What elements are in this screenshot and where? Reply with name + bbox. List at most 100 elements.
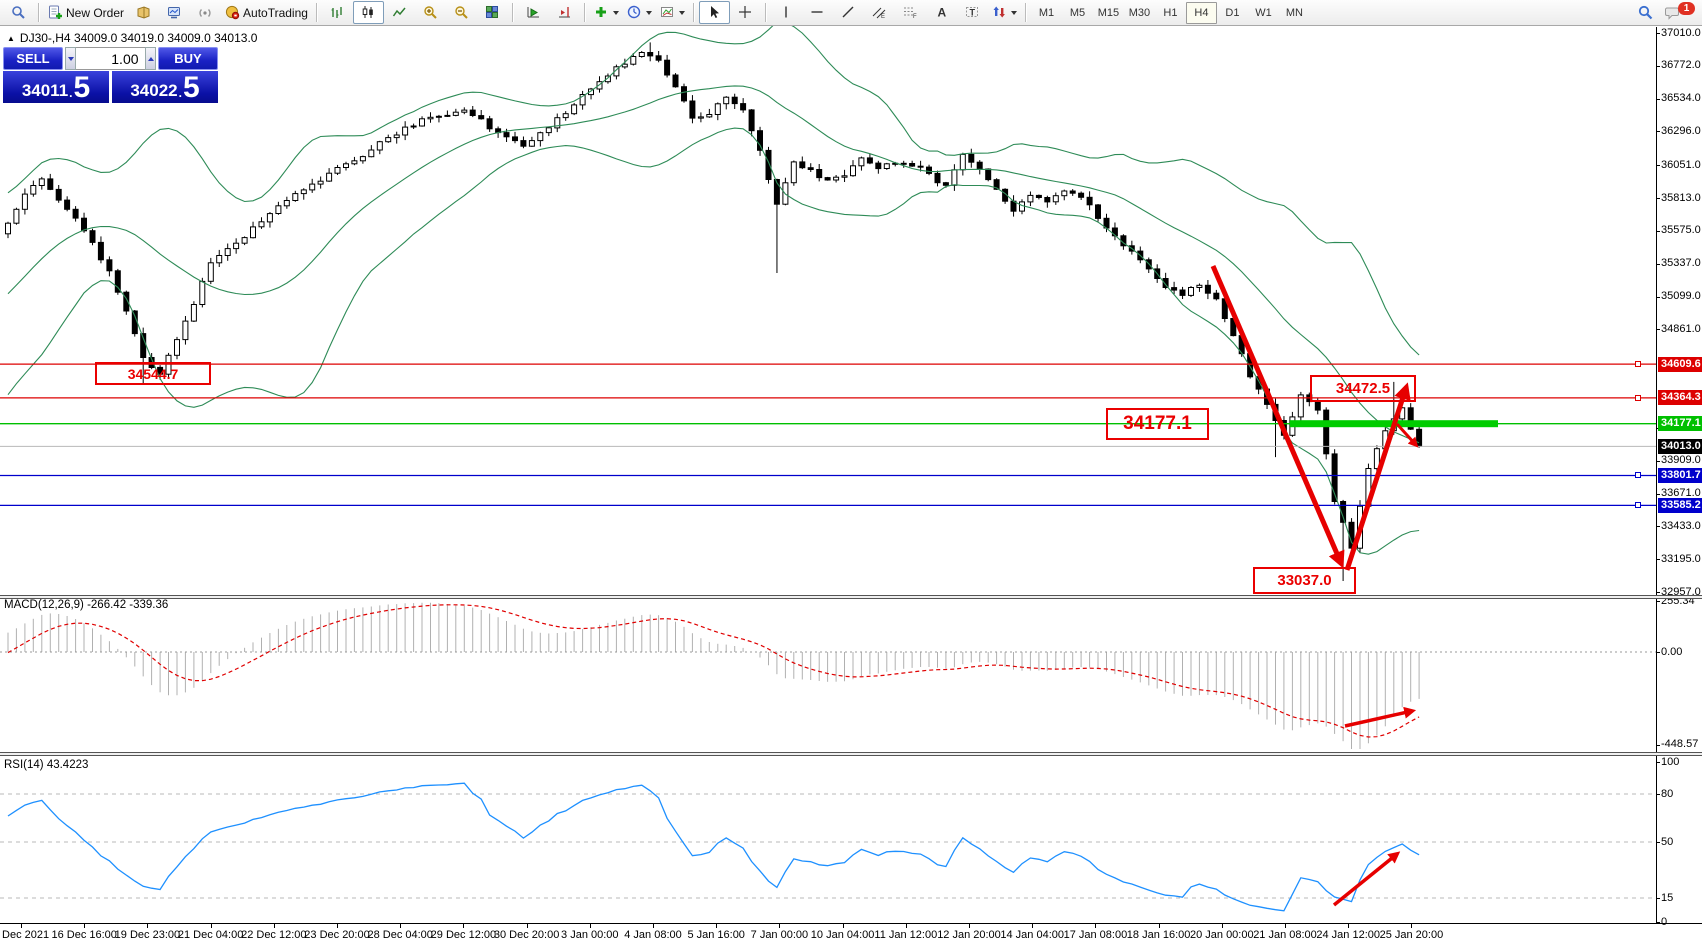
arrows-button[interactable] [988, 1, 1021, 24]
search-button[interactable] [1630, 1, 1661, 24]
time-tick [969, 924, 970, 928]
buy-price[interactable]: 34022. 5 [112, 71, 218, 103]
tick-mark [1656, 296, 1660, 298]
text-a-icon: A [937, 6, 946, 20]
trendline-button[interactable] [833, 1, 864, 24]
horizontal-line-button[interactable] [802, 1, 833, 24]
new-order-button[interactable]: New Order [44, 1, 128, 24]
sell-price-main: 34011 [21, 81, 69, 100]
timeframe-m30-button[interactable]: M30 [1128, 6, 1151, 19]
sell-price[interactable]: 34011. 5 [3, 71, 109, 103]
periods-button[interactable] [623, 1, 656, 24]
horizontal-level-lines[interactable] [0, 363, 1656, 507]
price-tick-35337.0: 35337.0 [1661, 257, 1701, 270]
crosshair-button[interactable] [730, 1, 761, 24]
timeframe-h4-button[interactable]: H4 [1185, 1, 1217, 24]
notifications-button[interactable]: 1 [1661, 1, 1699, 24]
price-tick-35575.0: 35575.0 [1661, 224, 1701, 237]
symbol-search-button[interactable] [3, 1, 34, 24]
time-label: 30 Dec 20:00 [493, 929, 560, 941]
macd-label: MACD(12,26,9) -266.42 -339.36 [4, 599, 169, 611]
terminal-button[interactable] [159, 1, 190, 24]
time-tick [589, 924, 591, 928]
annotation-arrows [1210, 265, 1419, 907]
time-tick [905, 924, 907, 928]
toolbar-separator [692, 3, 695, 22]
cursor-button[interactable] [698, 1, 730, 24]
tick-mark [1656, 601, 1660, 602]
time-label: 20 Jan 00:00 [1189, 929, 1254, 941]
time-tick [210, 924, 212, 928]
timeframe-w1-button[interactable]: W1 [1255, 6, 1272, 19]
svg-text:T: T [969, 8, 975, 18]
tick-mark [1656, 230, 1660, 232]
line-chart-mode-button[interactable] [384, 1, 415, 24]
toolbar-separator [315, 3, 318, 22]
bar-chart-mode-button[interactable] [322, 1, 353, 24]
chart-shift-button[interactable] [549, 1, 580, 24]
zoom-in-button[interactable] [415, 1, 446, 24]
rsi-tick-50: 50 [1661, 835, 1674, 848]
candlestick-mode-button[interactable] [352, 1, 384, 24]
equidistant-channel-button[interactable]: E [864, 1, 895, 24]
timeframe-m15-button[interactable]: M15 [1097, 6, 1120, 19]
line-handle[interactable] [1635, 502, 1641, 509]
lot-size-input[interactable] [76, 47, 145, 70]
tile-windows-button[interactable] [477, 1, 508, 24]
tick-mark [1656, 65, 1660, 67]
timeframe-m5-button[interactable]: M5 [1069, 6, 1086, 19]
svg-text:F: F [913, 14, 917, 20]
indicators-button[interactable] [590, 1, 623, 24]
time-label: 25 Jan 20:00 [1379, 929, 1444, 941]
lot-increase-button[interactable] [144, 47, 156, 70]
price-tick-33433.0: 33433.0 [1661, 519, 1701, 532]
auto-scroll-button[interactable] [518, 1, 549, 24]
line-handle[interactable] [1635, 361, 1641, 368]
sell-button[interactable]: SELL [3, 47, 63, 70]
timeframe-m1-button[interactable]: M1 [1038, 6, 1055, 19]
lot-decrease-button[interactable] [65, 47, 77, 70]
price-label-33037[interactable]: 33037.0 [1253, 567, 1356, 594]
price-badge-34177.1: 34177.1 [1658, 416, 1702, 432]
templates-button[interactable] [656, 1, 689, 24]
line-handle[interactable] [1635, 472, 1641, 479]
buy-button[interactable]: BUY [158, 47, 218, 70]
tick-mark [1656, 922, 1660, 923]
price-label-34544[interactable]: 34544.7 [95, 362, 211, 385]
time-tick [1348, 924, 1350, 928]
tick-mark [1656, 842, 1660, 843]
text-button[interactable]: A [926, 1, 957, 24]
autotrading-button[interactable]: AutoTrading [221, 1, 312, 24]
text-label-button[interactable]: T [957, 1, 988, 24]
line-handle[interactable] [1635, 394, 1641, 401]
price-label-34177[interactable]: 34177.1 [1106, 408, 1209, 440]
pane-separator-macd-rsi[interactable] [0, 752, 1702, 756]
toolbar-separator [583, 3, 586, 22]
price-label-34472[interactable]: 34472.5 [1310, 375, 1416, 402]
time-label: 28 Dec 04:00 [367, 929, 433, 941]
price-tick-36051.0: 36051.0 [1661, 158, 1701, 171]
collapse-panel-icon[interactable]: ▲ [7, 33, 15, 43]
signals-button[interactable] [190, 1, 221, 24]
bar-chart-icon [331, 7, 342, 18]
fibonacci-button[interactable]: F [895, 1, 926, 24]
timeframe-mn-button[interactable]: MN [1285, 6, 1303, 19]
time-tick [21, 924, 22, 928]
vline-icon [785, 6, 787, 18]
search-icon [1638, 5, 1653, 20]
tick-mark [1656, 592, 1660, 593]
timeframe-h1-button[interactable]: H1 [1163, 6, 1178, 19]
tick-mark [1656, 898, 1660, 899]
svg-text:E: E [881, 14, 885, 20]
time-label: 10 Jan 04:00 [810, 929, 875, 941]
time-label: 12 Jan 20:00 [937, 929, 1001, 941]
history-center-button[interactable] [128, 1, 159, 24]
zoom-out-button[interactable] [446, 1, 477, 24]
timeframe-d1-button[interactable]: D1 [1225, 6, 1240, 19]
vertical-line-button[interactable] [771, 1, 802, 24]
price-tick-36296.0: 36296.0 [1661, 124, 1701, 137]
tile-icon [485, 6, 498, 18]
tick-mark [1656, 198, 1660, 200]
pane-separator-main-macd[interactable] [0, 595, 1702, 599]
